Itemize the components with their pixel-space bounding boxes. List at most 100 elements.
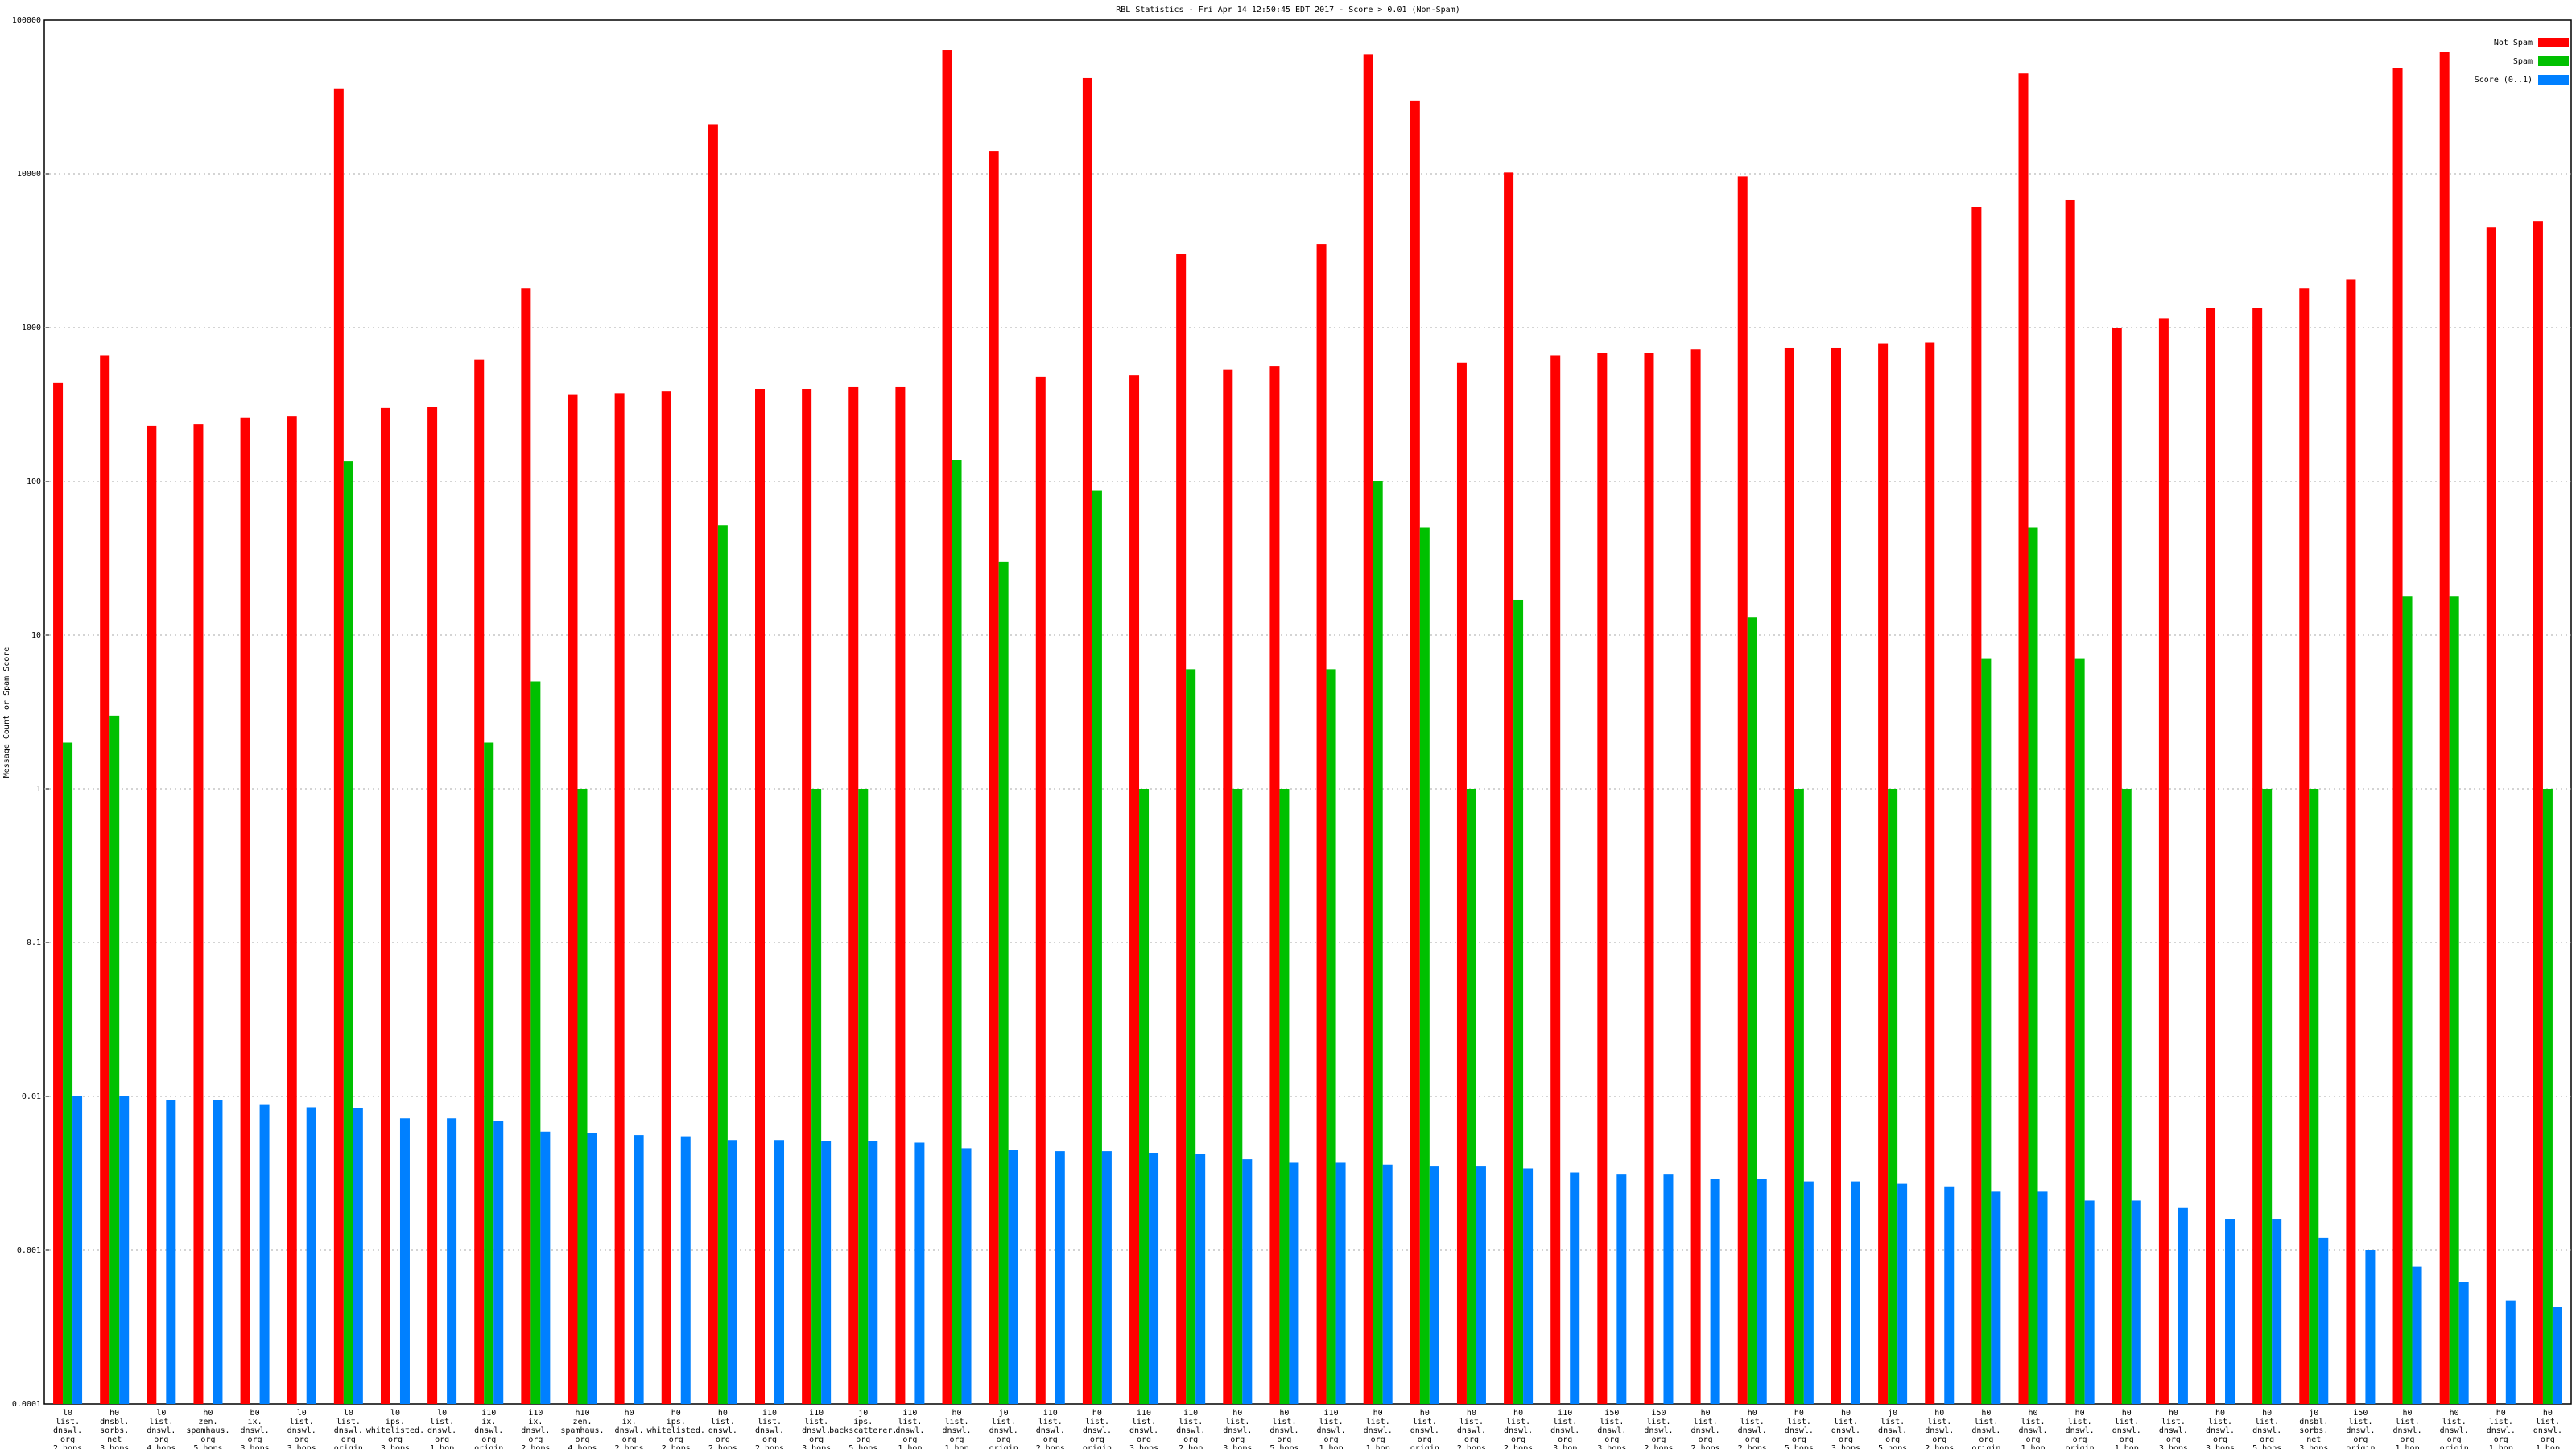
bar [147, 425, 157, 1405]
x-tick-label: h0 list. dnswl. org 5 hops [2252, 1409, 2281, 1449]
bar [1279, 789, 1290, 1404]
y-tick-label: 100000 [12, 16, 41, 25]
x-tick-label: h0 list. dnswl. org 5 hops [1785, 1409, 1814, 1449]
x-tick-label-line: dnswl. [1317, 1426, 1346, 1435]
x-tick-label-line: whitelisted. [647, 1426, 705, 1435]
x-tick-label-line: org [1464, 1435, 1479, 1444]
x-tick-label-line: org [200, 1435, 215, 1444]
x-tick-label-line: org [2073, 1435, 2087, 1444]
x-tick-label-line: h0 [1701, 1409, 1711, 1418]
x-tick-label-line: net [107, 1435, 122, 1444]
bar [2533, 221, 2543, 1404]
x-tick-label-line: h0 [1748, 1409, 1757, 1418]
bar [72, 1096, 83, 1404]
legend-swatch [2538, 56, 2569, 66]
x-tick-label-line: dnswl. [708, 1426, 737, 1435]
x-tick-label-line: sorbs. [2299, 1426, 2328, 1435]
x-tick-label-line: l0 [344, 1409, 353, 1418]
bar [1456, 362, 1467, 1404]
x-tick-label-line: dnswl. [1878, 1426, 1907, 1435]
bar [540, 1131, 551, 1404]
x-tick-label-line: org [1792, 1435, 1806, 1444]
y-tick-label: 10 [31, 631, 41, 640]
x-tick-label-line: dnswl. [2252, 1426, 2281, 1435]
bar [1710, 1179, 1720, 1404]
x-tick-label-line: dnswl. [1691, 1426, 1720, 1435]
x-tick-label-line: dnswl. [241, 1426, 270, 1435]
x-tick-label: h0 list. dnswl. org origin [1083, 1409, 1112, 1449]
x-tick-label-line: 5 hops [1785, 1444, 1814, 1449]
x-tick-label-line: j0 [1888, 1409, 1897, 1418]
legend-label: Score (0..1) [2475, 76, 2533, 85]
x-tick-label-line: 3 hops [802, 1444, 831, 1449]
x-tick-label-line: h0 [1232, 1409, 1242, 1418]
x-tick-label-line: zen. [572, 1418, 592, 1426]
bar [727, 1140, 737, 1404]
bar [287, 416, 297, 1404]
x-tick-label-line: origin [1410, 1444, 1439, 1449]
x-tick-label-line: org [1371, 1435, 1385, 1444]
x-tick-label: i10 list. dnswl. org 1 hop [895, 1409, 924, 1449]
x-tick-label-line: org [1839, 1435, 1853, 1444]
bar [530, 681, 541, 1404]
x-tick-label-line: org [856, 1435, 870, 1444]
bar [895, 386, 906, 1405]
x-tick-label-line: l0 [437, 1409, 447, 1418]
x-tick-label-line: dnswl. [1831, 1426, 1860, 1435]
bar [240, 417, 250, 1404]
x-tick-label-line: 2 hops [755, 1444, 784, 1449]
x-tick-label-line: dnswl. [2066, 1426, 2095, 1435]
x-tick-label-line: 2 hops [1691, 1444, 1720, 1449]
x-tick-label-line: org [528, 1435, 543, 1444]
x-tick-label-line: 3 hops [1597, 1444, 1626, 1449]
y-tick-label: 1 [36, 785, 41, 794]
bar [1326, 669, 1336, 1404]
y-tick-label: 0.001 [17, 1246, 41, 1255]
x-tick-label-line: org [2541, 1435, 2555, 1444]
x-tick-label-line: list. [1834, 1418, 1858, 1426]
bar [1897, 1183, 1908, 1404]
x-tick-label-line: i50 [1604, 1409, 1619, 1418]
bar [717, 525, 728, 1404]
bar [2309, 789, 2319, 1404]
x-tick-label-line: org [2353, 1435, 2368, 1444]
x-tick-label-line: 1 hop [1319, 1444, 1344, 1449]
bar [166, 1100, 176, 1404]
bar [119, 1096, 130, 1404]
x-tick-label-line: org [248, 1435, 262, 1444]
x-tick-label: i10 list. dnswl. org 2 hops [755, 1409, 784, 1449]
x-tick-label-line: i10 [1324, 1409, 1339, 1418]
x-tick-label-line: dnswl. [2533, 1426, 2562, 1435]
bar [821, 1141, 832, 1404]
x-tick-label-line: 5 hops [193, 1444, 222, 1449]
bar [1644, 353, 1654, 1405]
x-tick-label-line: dnswl. [2392, 1426, 2421, 1435]
bar [2112, 328, 2122, 1404]
x-tick-label-line: 3 hops [2206, 1444, 2235, 1449]
x-tick-label-line: org [1558, 1435, 1572, 1444]
x-tick-label: h0 list. dnswl. org 1 hop [2533, 1409, 2562, 1449]
x-tick-label-line: h0 [2496, 1409, 2506, 1418]
x-tick-label-line: dnswl. [1597, 1426, 1626, 1435]
bar [2018, 73, 2029, 1404]
x-tick-label-line: 3 hops [1831, 1444, 1860, 1449]
x-tick-label-line: list. [149, 1418, 173, 1426]
bar [53, 382, 64, 1404]
x-tick-label-line: org [949, 1435, 964, 1444]
bar [2178, 1207, 2188, 1404]
x-tick-label-line: h0 [1513, 1409, 1523, 1418]
x-tick-label: h0 list. dnswl. org 2 hops [1925, 1409, 1954, 1449]
x-tick-label-line: org [902, 1435, 917, 1444]
x-tick-label-line: 2 hops [1738, 1444, 1767, 1449]
bar [1195, 1154, 1206, 1404]
bar [2225, 1219, 2235, 1404]
x-tick-label-line: org [2120, 1435, 2134, 1444]
bar [1008, 1150, 1018, 1404]
bar [1092, 490, 1102, 1405]
bar [1550, 355, 1561, 1405]
x-tick-label-line: dnswl. [2159, 1426, 2188, 1435]
bar [1794, 789, 1804, 1404]
x-tick-label: h0 list. dnswl. org 1 hop [2392, 1409, 2421, 1449]
x-tick-label-line: list. [1319, 1418, 1344, 1426]
bar [1316, 244, 1327, 1404]
